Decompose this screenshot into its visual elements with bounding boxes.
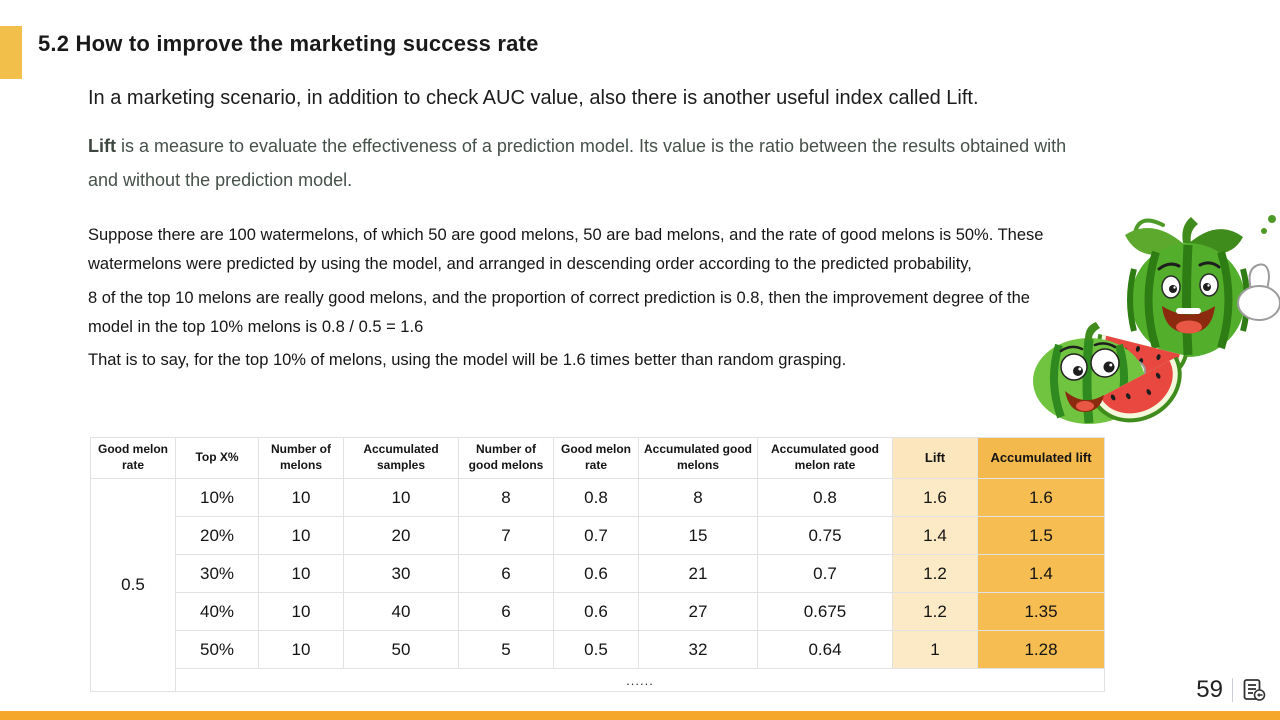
accumulated-lift-cell: 1.35: [977, 592, 1105, 631]
accumulated-lift-cell: 1.6: [977, 478, 1105, 517]
header-top-x: Top X%: [175, 437, 259, 479]
table-cell: 10%: [175, 478, 259, 517]
table-header-row: Good melon rate Top X% Number of melons …: [90, 437, 1105, 479]
table-cell: 32: [638, 630, 758, 669]
intro-paragraph: In a marketing scenario, in addition to …: [88, 87, 979, 109]
table-cell: 40: [343, 592, 459, 631]
table-cell: 30%: [175, 554, 259, 593]
table-ellipsis-row: ......: [91, 668, 1105, 692]
table-cell: 10: [258, 478, 344, 517]
header-lift: Lift: [892, 437, 978, 479]
page-number: 59: [1196, 676, 1223, 703]
header-good-melon-rate-2: Good melon rate: [553, 437, 639, 479]
table-cell: 10: [258, 592, 344, 631]
table-cell: 10: [258, 516, 344, 555]
table-cell: 0.5: [553, 630, 639, 669]
table-row: 20% 10 20 7 0.7 15 0.75 1.4 1.5: [91, 516, 1105, 555]
page-title: 5.2 How to improve the marketing success…: [38, 31, 539, 56]
lift-definition-paragraph: Lift is a measure to evaluate the effect…: [88, 129, 1066, 197]
table-cell: 7: [458, 516, 554, 555]
watermelon-smiling-icon: [1033, 322, 1182, 424]
table-cell: 50%: [175, 630, 259, 669]
header-good-melon-rate: Good melon rate: [90, 437, 176, 479]
header-accumulated-good-melons: Accumulated good melons: [638, 437, 758, 479]
watermelon-thumbs-up-icon: [1097, 215, 1280, 384]
table-cell: 0.75: [757, 516, 893, 555]
table-cell: 20%: [175, 516, 259, 555]
header-accumulated-good-melon-rate: Accumulated good melon rate: [757, 437, 893, 479]
table-cell: 0.7: [757, 554, 893, 593]
table-cell: 8: [458, 478, 554, 517]
lift-cell: 1.4: [892, 516, 978, 555]
title-accent-bar: [0, 26, 22, 79]
ellipsis-cell: ......: [175, 668, 1105, 692]
suppose-paragraph: Suppose there are 100 watermelons, of wh…: [88, 226, 1044, 273]
table-cell: 0.7: [553, 516, 639, 555]
table-cell: 27: [638, 592, 758, 631]
conclusion-paragraph: That is to say, for the top 10% of melon…: [88, 351, 847, 369]
table-cell: 15: [638, 516, 758, 555]
table-cell: 10: [343, 478, 459, 517]
table-cell: 10: [258, 630, 344, 669]
table-cell: 0.64: [757, 630, 893, 669]
merged-good-melon-rate-cell: 0.5: [90, 478, 176, 692]
table-cell: 50: [343, 630, 459, 669]
table-cell: 8: [638, 478, 758, 517]
lift-keyword: Lift: [88, 136, 116, 156]
bottom-accent-bar: [0, 711, 1280, 720]
table-cell: 30: [343, 554, 459, 593]
table-row: 40% 10 40 6 0.6 27 0.675 1.2 1.35: [91, 592, 1105, 631]
footer-divider: [1232, 678, 1233, 702]
lift-cell: 1.2: [892, 592, 978, 631]
table-cell: 0.8: [757, 478, 893, 517]
table-cell: 10: [258, 554, 344, 593]
table-cell: 40%: [175, 592, 259, 631]
lift-cell: 1.2: [892, 554, 978, 593]
top10-paragraph: 8 of the top 10 melons are really good m…: [88, 289, 1030, 336]
lift-cell: 1.6: [892, 478, 978, 517]
table-cell: 6: [458, 592, 554, 631]
table-row: 0.5 10% 10 10 8 0.8 8 0.8 1.6 1.6: [90, 478, 1105, 692]
lift-table: Good melon rate Top X% Number of melons …: [90, 437, 1105, 692]
table-cell: 5: [458, 630, 554, 669]
watermelon-mascots: [1033, 215, 1280, 424]
header-number-of-melons: Number of melons: [258, 437, 344, 479]
header-accumulated-lift: Accumulated lift: [977, 437, 1105, 479]
table-row: 30% 10 30 6 0.6 21 0.7 1.2 1.4: [91, 554, 1105, 593]
header-accumulated-samples: Accumulated samples: [343, 437, 459, 479]
header-number-of-good-melons: Number of good melons: [458, 437, 554, 479]
table-cell: 0.6: [553, 592, 639, 631]
lift-cell: 1: [892, 630, 978, 669]
table-cell: 6: [458, 554, 554, 593]
document-return-icon[interactable]: [1242, 678, 1266, 702]
table-cell: 21: [638, 554, 758, 593]
accumulated-lift-cell: 1.28: [977, 630, 1105, 669]
accumulated-lift-cell: 1.5: [977, 516, 1105, 555]
lift-definition-line1: Lift is a measure to evaluate the effect…: [88, 136, 1067, 156]
table-cell: 0.8: [553, 478, 639, 517]
table-cell: 0.675: [757, 592, 893, 631]
accumulated-lift-cell: 1.4: [977, 554, 1105, 593]
slide-footer: 59: [1196, 676, 1266, 704]
lift-definition-line2: and without the prediction model.: [88, 170, 353, 190]
table-cell: 20: [343, 516, 459, 555]
table-row: 50% 10 50 5 0.5 32 0.64 1 1.28: [91, 630, 1105, 669]
table-cell: 0.6: [553, 554, 639, 593]
